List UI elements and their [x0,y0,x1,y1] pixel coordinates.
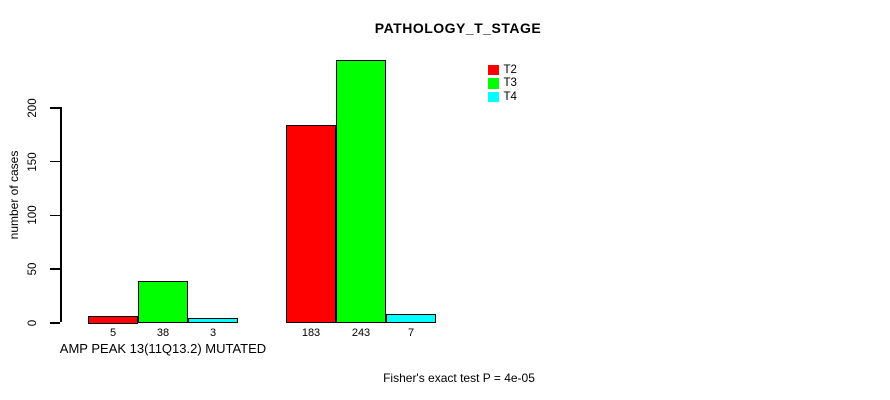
bar-value-label: 183 [301,327,321,339]
legend-label: T4 [503,90,517,103]
legend-item-t2: T2 [488,64,517,76]
legend-swatch-t4 [488,91,499,103]
annotation-text: Fisher's exact test P = 4e-05 [383,371,535,385]
bar-t4-group2 [386,313,436,324]
y-axis-tick [50,268,60,270]
legend-label: T2 [503,64,517,76]
y-tick-label: 100 [27,205,39,225]
chart-title: PATHOLOGY_T_STAGE [374,20,542,36]
y-tick-label: 150 [27,151,39,172]
bar-value-label: 5 [109,327,117,339]
bar-t3-group1 [138,280,188,324]
y-axis-tick [50,107,60,109]
y-tick-label: 0 [27,319,39,326]
bar-value-label: 7 [407,327,415,339]
bar-t4-group1 [188,318,238,324]
y-axis-line [60,107,62,322]
y-tick-label: 200 [27,98,39,118]
bar-value-label: 3 [209,327,217,339]
bar-t3-group2 [336,60,386,324]
bar-value-label: 243 [351,327,371,339]
y-tick-label: 50 [27,262,39,276]
y-axis-tick [50,214,60,216]
legend-label: T3 [503,77,517,90]
bar-t2-group1 [88,316,138,324]
x-category-label: AMP PEAK 13(11Q13.2) MUTATED [59,341,267,356]
y-axis-tick [50,322,60,324]
legend-swatch-t3 [488,78,499,89]
y-axis-tick [50,160,60,163]
y-axis-label: number of cases [7,150,21,240]
legend-item-t3: T3 [488,77,517,89]
legend-item-t4: T4 [488,91,517,103]
bar-value-label: 38 [156,327,170,339]
bar-t2-group2 [286,124,336,324]
legend-swatch-t2 [488,64,499,76]
